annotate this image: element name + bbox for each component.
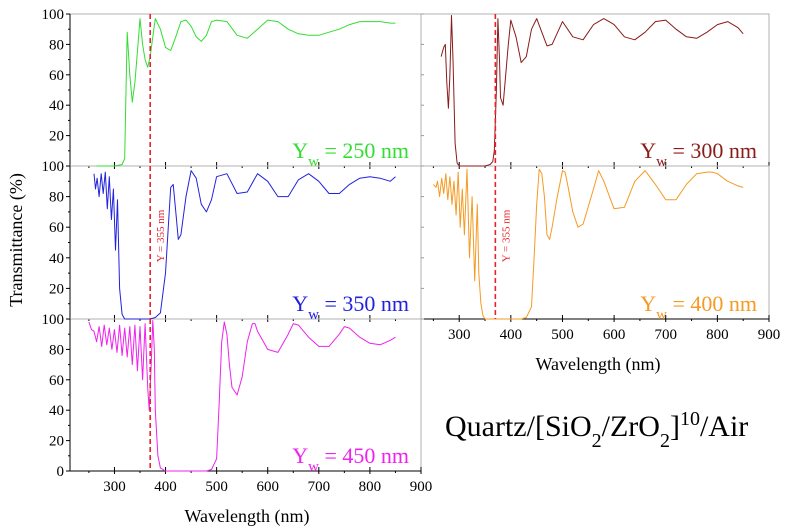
series-line-2 — [440, 15, 744, 167]
x-tick-label: 500 — [205, 479, 228, 495]
x-tick-label: 600 — [603, 327, 626, 343]
panel-label-5: Yw = 450 nm — [292, 443, 409, 475]
series-line-3 — [93, 170, 396, 320]
x-tick-label: 700 — [654, 327, 677, 343]
y-tick-label: 40 — [49, 403, 64, 419]
x-tick-label: 400 — [500, 327, 523, 343]
y-tick-label: 60 — [49, 68, 64, 84]
x-tick-label: 800 — [359, 479, 382, 495]
y-axis-title: Transmittance (%) — [6, 173, 27, 307]
y-tick-label: 60 — [49, 220, 64, 236]
x-tick-label: 600 — [256, 479, 279, 495]
series-line-5 — [88, 320, 396, 472]
panel-label-1: Yw = 250 nm — [292, 138, 409, 170]
y-tick-label: 100 — [42, 159, 65, 175]
panel-label-4: Yw = 400 nm — [640, 291, 757, 323]
y-tick-label: 100 — [42, 312, 65, 328]
y-tick-label: 80 — [49, 342, 64, 358]
y-tick-label: 20 — [49, 434, 64, 450]
x-tick-label: 800 — [706, 327, 729, 343]
marker-line-label: Y = 355 nm — [155, 209, 167, 262]
y-tick-label: 100 — [42, 7, 65, 23]
x-tick-label: 500 — [551, 327, 574, 343]
x-axis-title-right: Wavelength (nm) — [535, 354, 660, 375]
x-tick-label: 300 — [448, 327, 471, 343]
y-tick-label: 20 — [49, 281, 64, 297]
x-tick-label: 900 — [410, 479, 433, 495]
panel-label-3: Yw = 350 nm — [292, 291, 409, 323]
series-line-1 — [96, 18, 396, 167]
y-tick-label: 20 — [49, 129, 64, 145]
x-tick-label: 300 — [103, 479, 126, 495]
y-tick-label: 80 — [49, 190, 64, 206]
structure-label: Quartz/[SiO2/ZrO2]10/Air — [445, 408, 748, 452]
x-tick-label: 700 — [308, 479, 331, 495]
y-tick-label: 40 — [49, 251, 64, 267]
y-tick-label: 80 — [49, 37, 64, 53]
x-axis-title-bottom: Wavelength (nm) — [184, 506, 309, 527]
panel-label-2: Yw = 300 nm — [640, 138, 757, 170]
x-tick-label: 400 — [154, 479, 177, 495]
x-tick-label: 900 — [758, 327, 781, 343]
marker-line-label: Y = 355 nm — [500, 209, 512, 262]
y-tick-label: 60 — [49, 373, 64, 389]
series-line-4 — [433, 168, 744, 320]
y-tick-label: 40 — [49, 98, 64, 114]
y-tick-label: 0 — [57, 464, 65, 480]
